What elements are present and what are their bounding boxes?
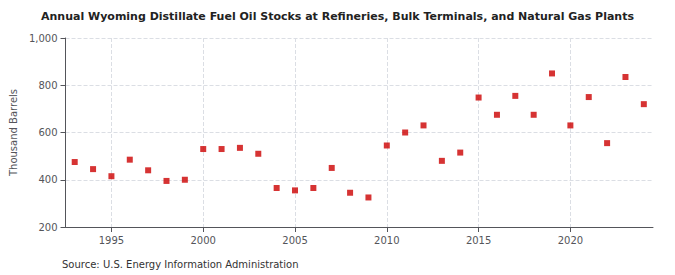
svg-text:600: 600 [38, 127, 57, 138]
svg-text:2005: 2005 [282, 235, 307, 246]
svg-text:800: 800 [38, 80, 57, 91]
svg-text:2010: 2010 [374, 235, 399, 246]
svg-text:2015: 2015 [466, 235, 491, 246]
svg-text:2020: 2020 [558, 235, 583, 246]
svg-text:1,000: 1,000 [29, 33, 58, 44]
svg-text:1995: 1995 [99, 235, 124, 246]
svg-text:Thousand Barrels: Thousand Barrels [8, 89, 19, 177]
svg-text:400: 400 [38, 174, 57, 185]
svg-text:Annual Wyoming Distillate Fuel: Annual Wyoming Distillate Fuel Oil Stock… [41, 10, 634, 23]
svg-text:2000: 2000 [190, 235, 215, 246]
svg-text:Source: U.S. Energy Informatio: Source: U.S. Energy Information Administ… [62, 259, 299, 270]
svg-text:200: 200 [38, 222, 57, 233]
